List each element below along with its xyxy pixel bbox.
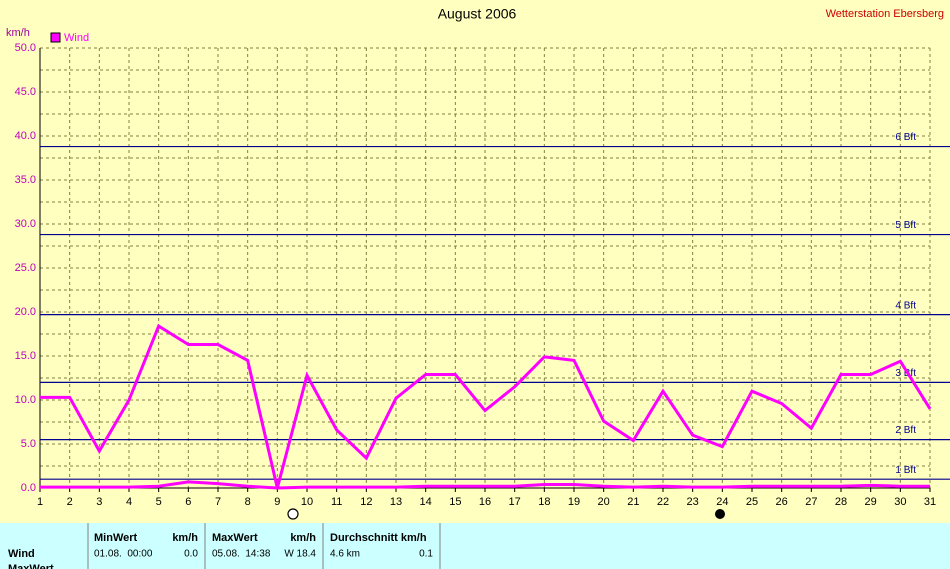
beaufort-label: 6 Bft [895, 132, 916, 143]
x-tick-label: 19 [568, 496, 580, 508]
x-tick-label: 31 [924, 496, 936, 508]
x-tick-label: 26 [776, 496, 788, 508]
table-cell: W 18.4 [284, 549, 316, 560]
x-tick-label: 12 [360, 496, 372, 508]
beaufort-label: 2 Bft [895, 425, 916, 436]
y-tick-label: 40.0 [15, 130, 36, 142]
x-tick-label: 13 [390, 496, 402, 508]
x-tick-label: 3 [96, 496, 102, 508]
x-tick-label: 23 [687, 496, 699, 508]
y-tick-label: 25.0 [15, 262, 36, 274]
wind-line [40, 480, 930, 490]
beaufort-label: 4 Bft [895, 300, 916, 311]
y-tick-label: 50.0 [15, 42, 36, 54]
x-tick-label: 29 [865, 496, 877, 508]
x-tick-label: 4 [126, 496, 132, 508]
y-axis-label: km/h [6, 27, 30, 39]
table-cell: 05.08. 14:38 [212, 549, 271, 560]
x-tick-label: 8 [245, 496, 251, 508]
table-cell: 0.1 [419, 549, 433, 560]
x-tick-label: 18 [538, 496, 550, 508]
table-row-label: Wind [8, 548, 35, 560]
x-tick-label: 15 [449, 496, 461, 508]
x-tick-label: 1 [37, 496, 43, 508]
beaufort-label: 1 Bft [895, 465, 916, 476]
y-tick-label: 35.0 [15, 174, 36, 186]
x-tick-label: 20 [598, 496, 610, 508]
x-tick-label: 11 [331, 496, 342, 508]
x-tick-label: 22 [657, 496, 669, 508]
x-tick-label: 21 [627, 496, 639, 508]
x-tick-label: 7 [215, 496, 221, 508]
chart-title: August 2006 [438, 6, 517, 22]
y-tick-label: 15.0 [15, 350, 36, 362]
table-header: km/h [172, 532, 198, 544]
y-tick-label: 5.0 [21, 438, 36, 450]
table-header: Durchschnitt km/h [330, 532, 427, 544]
beaufort-label: 5 Bft [895, 220, 916, 231]
table-header: MinWert [94, 532, 138, 544]
x-tick-label: 30 [894, 496, 906, 508]
table-row-label: MaxWert [8, 563, 54, 569]
legend-swatch [50, 32, 61, 43]
x-tick-label: 5 [156, 496, 162, 508]
new-moon-icon [715, 509, 725, 519]
table-header: MaxWert [212, 532, 258, 544]
table-cell: 01.08. 00:00 [94, 549, 153, 560]
chart-background [0, 0, 950, 523]
table-background [0, 523, 950, 569]
x-tick-label: 24 [716, 496, 728, 508]
table-cell: 4.6 km [330, 549, 360, 560]
beaufort-label: 3 Bft [895, 368, 916, 379]
x-tick-label: 2 [67, 496, 73, 508]
x-tick-label: 25 [746, 496, 758, 508]
x-tick-label: 17 [509, 496, 521, 508]
x-tick-label: 6 [185, 496, 191, 508]
full-moon-icon [287, 508, 299, 520]
wind-line [40, 323, 932, 489]
y-tick-label: 10.0 [15, 394, 36, 406]
x-tick-label: 16 [479, 496, 491, 508]
x-tick-label: 27 [805, 496, 817, 508]
x-tick-label: 28 [835, 496, 847, 508]
table-header: km/h [290, 532, 316, 544]
x-tick-label: 10 [301, 496, 313, 508]
legend-label: Wind [64, 32, 89, 44]
table-cell: 0.0 [184, 549, 198, 560]
x-tick-label: 9 [274, 496, 280, 508]
y-tick-label: 0.0 [21, 482, 36, 494]
y-tick-label: 20.0 [15, 306, 36, 318]
x-tick-label: 14 [420, 496, 432, 508]
y-tick-label: 30.0 [15, 218, 36, 230]
y-tick-label: 45.0 [15, 86, 36, 98]
station-name: Wetterstation Ebersberg [826, 8, 944, 20]
